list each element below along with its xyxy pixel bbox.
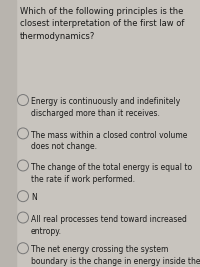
Text: Which of the following principles is the
closest interpretation of the first law: Which of the following principles is the… bbox=[20, 7, 184, 41]
Text: The change of the total energy is equal to
the rate if work performed.: The change of the total energy is equal … bbox=[31, 163, 192, 183]
Text: N: N bbox=[31, 193, 37, 202]
Text: Energy is continuously and indefinitely
discharged more than it receives.: Energy is continuously and indefinitely … bbox=[31, 97, 180, 118]
Text: All real processes tend toward increased
entropy.: All real processes tend toward increased… bbox=[31, 215, 187, 235]
Bar bbox=[0, 0, 16, 267]
Text: The mass within a closed control volume
does not change.: The mass within a closed control volume … bbox=[31, 131, 187, 151]
Text: The net energy crossing the system
boundary is the change in energy inside the
s: The net energy crossing the system bound… bbox=[31, 245, 200, 267]
